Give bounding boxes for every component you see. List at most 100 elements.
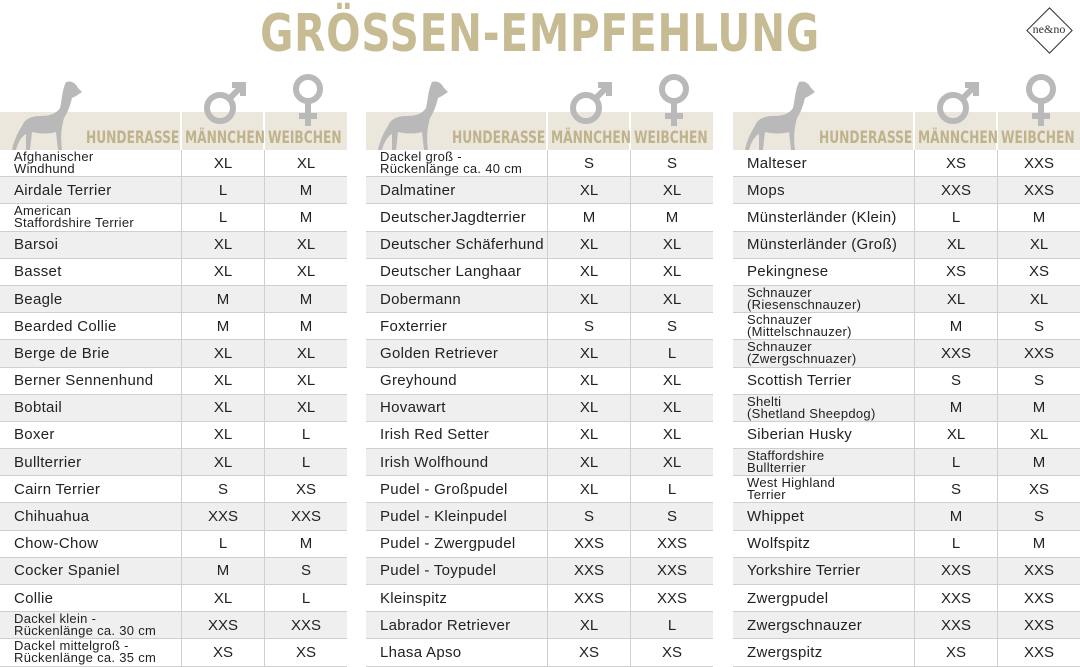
table-row: Golden Retriever XL L [366,340,713,368]
breed-name: Pudel - Kleinpudel [380,508,508,526]
male-size: XXS [914,177,997,204]
breed-name: Dackel klein - Rückenlänge ca. 30 cm [14,611,157,639]
dog-icon [745,81,815,150]
male-size: M [547,204,630,231]
header-label: HUNDERASSE [452,128,546,148]
female-size: XXS [997,177,1080,204]
male-size: M [181,285,264,313]
male-size: XS [914,639,997,666]
breed-name: Zwergschnauzer [747,616,863,634]
male-size: S [181,476,264,503]
female-size: M [264,313,347,340]
table-row: Dobermann XL XL [366,285,713,314]
breed-name: Kleinspitz [380,589,448,607]
female-size: XL [264,150,347,177]
table-row: Malteser XS XXS [733,150,1080,178]
breed-name: Pudel - Toypudel [380,562,497,580]
header-divider [996,100,998,150]
table-row: Airdale Terrier L M [0,177,347,205]
table-row: Dackel groß - Rückenlänge ca. 40 cm S S [366,149,713,178]
female-size: XS [630,639,713,666]
breed-name: Schnauzer (Mittelschnauzer) [747,312,852,340]
dog-icon [12,81,82,150]
female-size: XL [997,421,1080,449]
table-row: Cairn Terrier S XS [0,476,347,504]
breed-name: Yorkshire Terrier [747,562,861,580]
table-row: Collie XL L [0,585,347,613]
table-row: Labrador Retriever XL L [366,612,713,640]
breed-name: Zwergpudel [747,589,829,607]
breed-name: Afghanischer Windhund [14,149,94,177]
header-label: MÄNNCHEN [551,128,631,148]
table-row: Irish Wolfhound XL XL [366,449,713,477]
male-size: XL [181,585,264,612]
breed-name: Münsterländer (Klein) [747,208,897,226]
male-size: XL [181,421,264,449]
male-size: XL [181,449,264,476]
male-size: XL [547,394,630,421]
breed-name: Schnauzer (Riesenschnauzer) [747,285,862,313]
male-size: XS [547,639,630,666]
table-row: Bullterrier XL L [0,449,347,477]
breed-name: Zwergspitz [747,643,823,661]
table-row: Münsterländer (Klein) L M [733,204,1080,232]
female-size: XL [264,367,347,394]
male-size: XXS [547,585,630,612]
breed-name: Dalmatiner [380,181,456,199]
male-size: L [181,530,264,557]
breed-name: Dackel groß - Rückenlänge ca. 40 cm [380,149,523,177]
breed-name: Golden Retriever [380,344,499,362]
logo-text: ne&no [1032,22,1066,36]
breed-name: Irish Red Setter [380,426,490,444]
breed-name: Hovawart [380,399,446,417]
female-size: XL [630,449,713,476]
breed-name: Pudel - Großpudel [380,480,508,498]
male-size: M [914,394,997,421]
male-size: XL [181,367,264,394]
table-row: Deutscher Schäferhund XL XL [366,231,713,259]
female-size: XL [264,340,347,367]
table-row: Pudel - Kleinpudel S S [366,503,713,531]
breed-name: Berge de Brie [14,344,110,362]
female-size: M [997,394,1080,421]
header-label: MÄNNCHEN [185,128,265,148]
male-icon [937,82,979,124]
header-divider [546,100,548,150]
male-size: S [547,313,630,340]
table-row: Cocker Spaniel M S [0,557,347,585]
male-size: M [914,503,997,530]
female-size: L [630,612,713,639]
logo: ne&no [1026,7,1073,54]
male-size: XL [181,258,264,285]
table-row: Zwergpudel XXS XXS [733,585,1080,613]
breed-name: Shelti (Shetland Sheepdog) [747,393,876,421]
female-size: XS [264,476,347,503]
female-size: XXS [264,612,347,639]
header-label: MÄNNCHEN [918,128,998,148]
table-row: Yorkshire Terrier XXS XXS [733,557,1080,585]
breed-name: Cairn Terrier [14,480,101,498]
breed-name: Chihuahua [14,508,90,526]
table-row: Dackel klein - Rückenlänge ca. 30 cm XXS X… [0,611,347,640]
male-size: S [547,150,630,177]
female-size: XXS [997,639,1080,666]
table-row: Basset XL XL [0,258,347,286]
table-row: Mops XXS XXS [733,177,1080,205]
breed-name: Whippet [747,508,805,526]
male-size: XXS [181,503,264,530]
female-size: M [264,204,347,231]
male-size: XL [181,231,264,258]
size-table: HUNDERASSE MÄNNCHEN WEIBCHEN Dackel groß - … [366,72,713,667]
female-size: XL [630,421,713,449]
table-row: Foxterrier S S [366,313,713,341]
table-row: Pekingnese XS XS [733,258,1080,286]
table-row: Deutscher Langhaar XL XL [366,258,713,286]
female-size: XL [264,231,347,258]
male-size: S [547,503,630,530]
table-row: Staffordshire Bullterrier L M [733,449,1080,477]
header-divider [180,100,182,150]
female-size: L [264,449,347,476]
table-row: Scottish Terrier S S [733,367,1080,395]
table-row: Wolfspitz L M [733,530,1080,558]
female-size: S [997,313,1080,340]
